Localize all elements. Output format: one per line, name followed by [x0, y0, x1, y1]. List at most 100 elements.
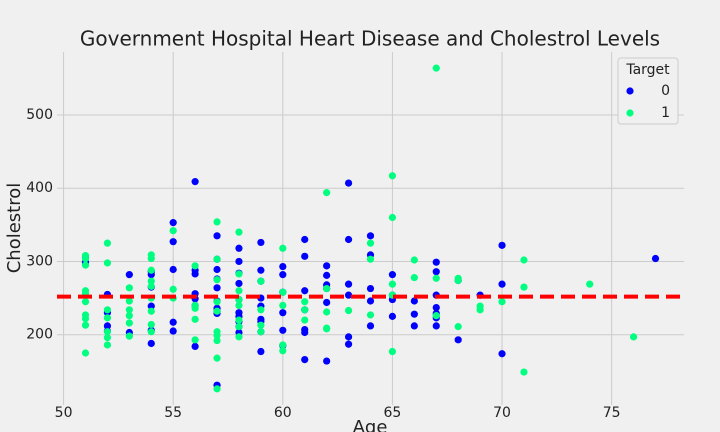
point [147, 282, 155, 290]
y-axis-label: Cholestrol [4, 183, 25, 274]
point [301, 355, 309, 364]
point [191, 315, 199, 323]
point [147, 328, 155, 336]
point [366, 232, 375, 240]
point [410, 310, 418, 318]
point [279, 288, 287, 296]
point [344, 235, 353, 244]
point [388, 172, 397, 180]
point [366, 311, 375, 319]
point [235, 257, 243, 266]
point [301, 252, 309, 260]
point [103, 328, 112, 336]
point [103, 334, 112, 342]
point [366, 297, 375, 305]
point [323, 189, 331, 197]
point [301, 328, 309, 337]
point [235, 270, 243, 278]
point [103, 239, 112, 247]
point [520, 283, 528, 291]
point [103, 341, 112, 349]
point [301, 316, 309, 324]
point [213, 232, 221, 240]
point [476, 306, 484, 314]
point [169, 318, 177, 326]
point [235, 301, 243, 309]
point [388, 213, 397, 222]
point [81, 314, 90, 323]
point [629, 333, 638, 341]
point [279, 244, 287, 252]
point [147, 339, 155, 348]
point [213, 218, 221, 226]
x-tick-label: 75 [603, 405, 621, 421]
point [323, 284, 331, 293]
point [301, 287, 309, 295]
point [366, 255, 375, 263]
point [213, 307, 221, 315]
point [344, 306, 353, 315]
point [432, 303, 440, 312]
point [103, 306, 112, 314]
point [498, 280, 506, 288]
point [103, 314, 112, 322]
point [498, 298, 506, 306]
legend-marker [626, 87, 634, 95]
point [147, 302, 155, 310]
point [279, 262, 287, 271]
point [213, 265, 221, 274]
point [257, 306, 265, 314]
point [125, 297, 133, 305]
point [410, 322, 418, 330]
point [213, 255, 221, 263]
point [279, 341, 287, 349]
y-tick-label: 200 [26, 327, 53, 343]
point [147, 254, 155, 263]
point [432, 274, 440, 282]
point [103, 322, 112, 330]
point [279, 309, 287, 317]
point [586, 280, 594, 288]
point [344, 333, 353, 341]
point [81, 321, 90, 329]
point [125, 319, 133, 327]
legend-label: 1 [661, 105, 670, 121]
legend-title: Target [625, 62, 670, 78]
point [344, 340, 353, 348]
point [257, 321, 265, 329]
point [169, 285, 177, 293]
point [213, 276, 221, 284]
point [235, 333, 243, 341]
point [257, 277, 265, 285]
point [213, 385, 221, 393]
point [169, 327, 177, 335]
point [235, 244, 243, 252]
point [301, 298, 309, 306]
point [81, 261, 90, 269]
point [323, 271, 331, 279]
point [103, 259, 112, 267]
point [125, 284, 133, 292]
point [257, 238, 265, 247]
point [279, 301, 287, 309]
legend-label: 0 [661, 83, 670, 99]
point [366, 284, 375, 293]
point [410, 273, 418, 282]
point [235, 316, 243, 324]
point [323, 262, 331, 270]
point [344, 280, 353, 288]
point [301, 235, 309, 244]
point [301, 306, 309, 314]
x-tick-label: 60 [274, 405, 292, 421]
point [323, 357, 331, 365]
point [432, 312, 440, 320]
point [147, 266, 155, 274]
point [191, 342, 199, 351]
point [520, 256, 528, 264]
point [147, 320, 155, 329]
x-tick-label: 55 [164, 405, 182, 421]
point [147, 277, 155, 285]
point [366, 322, 375, 330]
